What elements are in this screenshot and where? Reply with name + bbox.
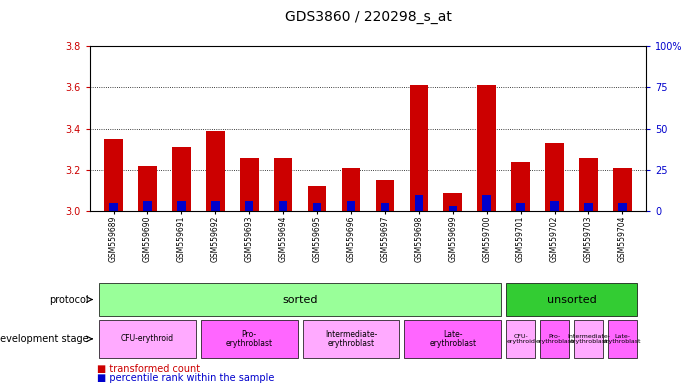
Text: unsorted: unsorted	[547, 295, 596, 305]
Bar	[540, 319, 569, 358]
Bar	[477, 85, 496, 211]
Bar	[381, 203, 389, 211]
Bar	[240, 157, 258, 211]
Bar	[410, 85, 428, 211]
Text: sorted: sorted	[283, 295, 318, 305]
Bar	[448, 206, 457, 211]
Bar	[303, 319, 399, 358]
Bar	[211, 201, 220, 211]
Bar	[444, 193, 462, 211]
Bar	[584, 203, 593, 211]
Bar	[613, 168, 632, 211]
Bar	[545, 143, 564, 211]
Text: Pro-
erythroblast: Pro- erythroblast	[536, 334, 574, 344]
Bar	[109, 203, 117, 211]
Bar	[482, 195, 491, 211]
Bar	[279, 201, 287, 211]
Bar	[143, 201, 152, 211]
Bar	[404, 319, 501, 358]
Text: development stage: development stage	[0, 334, 88, 344]
Text: Intermediate-
erythroblast: Intermediate- erythroblast	[325, 329, 377, 348]
Text: protocol: protocol	[49, 295, 88, 305]
Text: ■ transformed count: ■ transformed count	[97, 364, 200, 374]
Bar	[507, 319, 535, 358]
Text: CFU-erythroid: CFU-erythroid	[121, 334, 174, 343]
Text: Pro-
erythroblast: Pro- erythroblast	[226, 329, 273, 348]
Bar	[307, 187, 326, 211]
Bar	[618, 203, 627, 211]
Bar	[516, 203, 524, 211]
Bar	[415, 195, 423, 211]
Bar	[274, 157, 292, 211]
Bar	[245, 201, 254, 211]
Bar	[608, 319, 637, 358]
Text: Late-
erythroblast: Late- erythroblast	[603, 334, 641, 344]
Bar	[177, 201, 186, 211]
Bar	[579, 157, 598, 211]
Bar	[99, 319, 196, 358]
Bar	[511, 162, 530, 211]
Bar	[574, 319, 603, 358]
Bar	[376, 180, 395, 211]
Bar	[341, 168, 360, 211]
Bar	[550, 201, 559, 211]
Bar	[104, 139, 123, 211]
Bar	[138, 166, 157, 211]
Bar	[206, 131, 225, 211]
Text: GDS3860 / 220298_s_at: GDS3860 / 220298_s_at	[285, 10, 451, 24]
Text: Late-
erythroblast: Late- erythroblast	[429, 329, 476, 348]
Text: ■ percentile rank within the sample: ■ percentile rank within the sample	[97, 373, 274, 383]
Bar	[507, 283, 637, 316]
Bar	[313, 203, 321, 211]
Bar	[99, 283, 501, 316]
Bar	[347, 201, 355, 211]
Text: Intermediate-
erythroblast: Intermediate- erythroblast	[567, 334, 610, 344]
Text: CFU-
erythroid: CFU- erythroid	[506, 334, 535, 344]
Bar	[201, 319, 298, 358]
Bar	[172, 147, 191, 211]
